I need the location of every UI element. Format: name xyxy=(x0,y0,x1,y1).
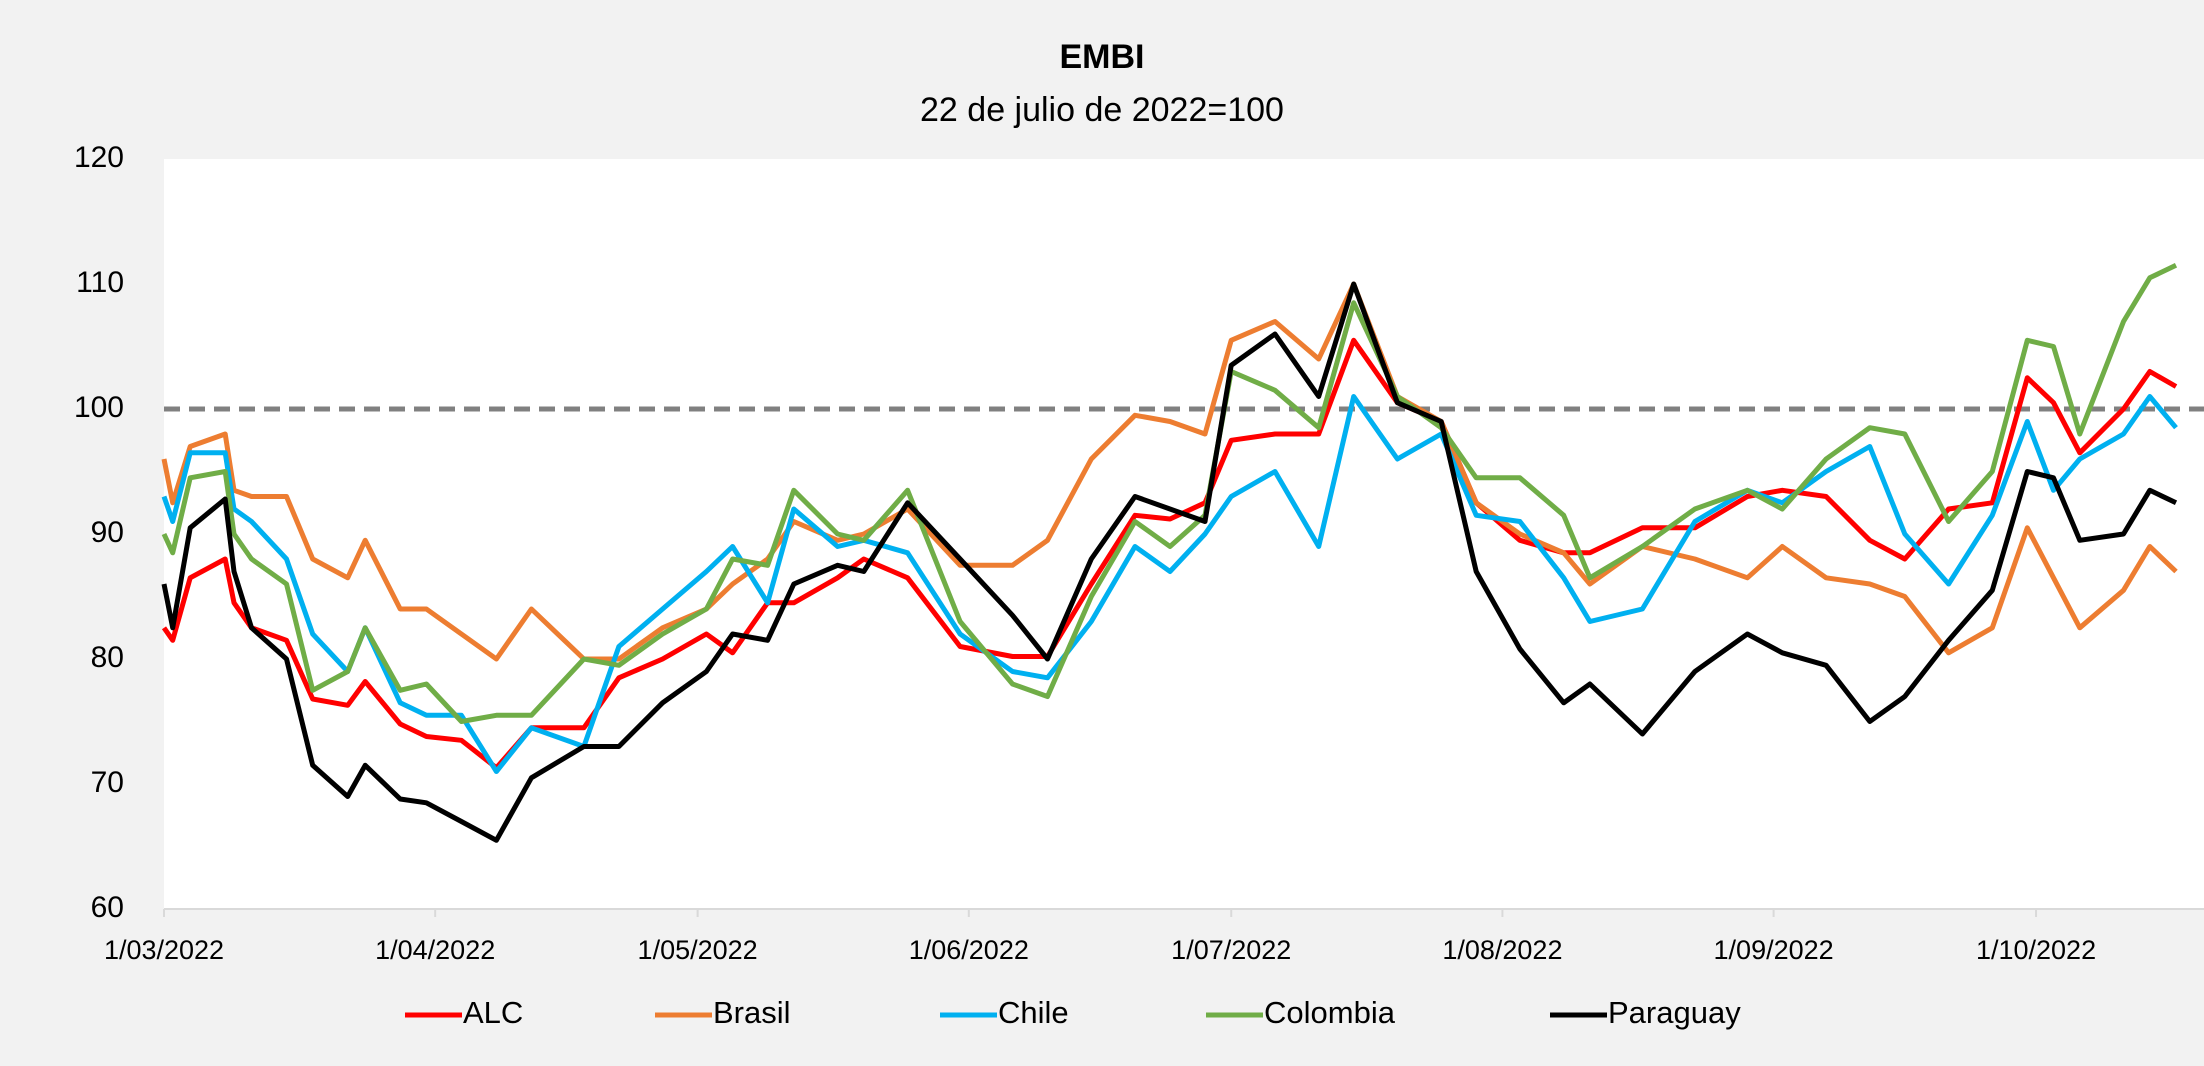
legend-label: Colombia xyxy=(1264,995,1396,1030)
y-tick-label: 80 xyxy=(91,641,124,674)
y-tick-label: 100 xyxy=(74,391,124,424)
x-tick-label: 1/09/2022 xyxy=(1714,935,1834,965)
x-tick-label: 1/07/2022 xyxy=(1171,935,1291,965)
x-tick-label: 1/08/2022 xyxy=(1442,935,1562,965)
legend-label: Chile xyxy=(998,995,1069,1030)
y-tick-label: 120 xyxy=(74,141,124,174)
x-tick-label: 1/10/2022 xyxy=(1976,935,2096,965)
chart-title: EMBI xyxy=(1060,38,1145,76)
legend-label: Brasil xyxy=(713,995,791,1030)
x-tick-label: 1/05/2022 xyxy=(638,935,758,965)
x-tick-label: 1/04/2022 xyxy=(375,935,495,965)
y-tick-label: 110 xyxy=(76,266,124,299)
y-tick-label: 60 xyxy=(91,891,124,924)
series-line xyxy=(161,281,2178,843)
legend-label: Paraguay xyxy=(1608,995,1741,1030)
x-tick-label: 1/03/2022 xyxy=(104,935,224,965)
series-line xyxy=(161,337,2178,771)
y-tick-label: 90 xyxy=(91,516,124,549)
series-line xyxy=(161,263,2178,724)
x-tick-label: 1/06/2022 xyxy=(909,935,1029,965)
chart-subtitle: 22 de julio de 2022=100 xyxy=(920,91,1284,129)
series-line xyxy=(161,281,2178,662)
legend-label: ALC xyxy=(463,995,523,1030)
y-tick-label: 70 xyxy=(91,766,124,799)
